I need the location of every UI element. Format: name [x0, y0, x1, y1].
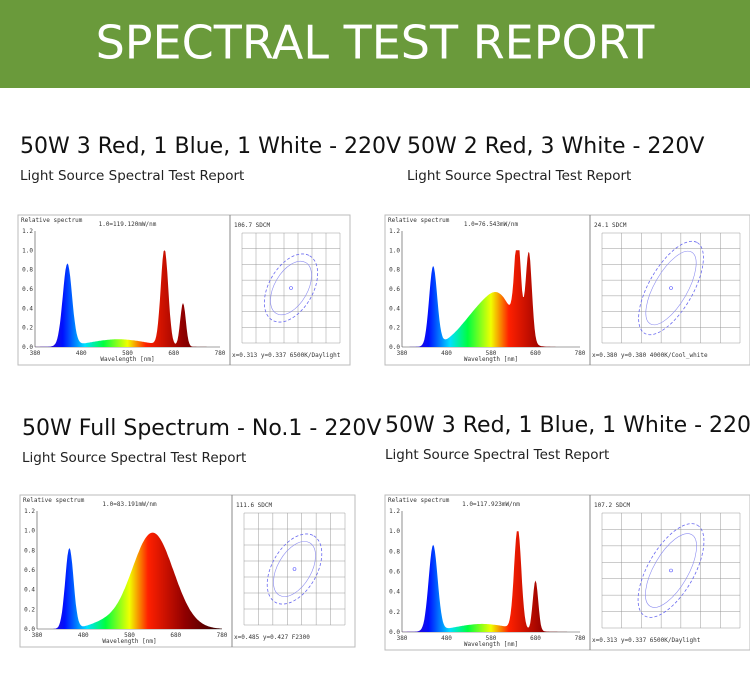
x-axis-title: Wavelength [nm]	[464, 641, 518, 648]
scale-label: 1.0=117.923mW/nm	[462, 501, 520, 508]
x-tick-label: 680	[530, 635, 541, 642]
axis-title: Relative spectrum	[388, 497, 450, 504]
sdcm-label: 111.6 SDCM	[236, 502, 273, 509]
x-tick-label: 480	[441, 635, 452, 642]
cie-point	[669, 568, 673, 573]
cie-ellipse	[645, 250, 697, 326]
y-tick-label: 0.2	[389, 609, 400, 616]
y-tick-label: 0.6	[24, 567, 35, 574]
spectrum-curve	[402, 531, 580, 632]
panel-title: 50W 3 Red, 1 Blue, 1 White - 220V	[20, 134, 401, 159]
spectrum-curve	[35, 250, 220, 347]
y-tick-label: 0.4	[24, 587, 35, 594]
y-tick-label: 0.2	[389, 325, 400, 332]
y-tick-label: 0.0	[22, 344, 33, 351]
scale-label: 1.0=76.543mW/nm	[464, 221, 519, 228]
x-tick-label: 380	[397, 350, 408, 357]
cie-point	[669, 286, 673, 290]
spectrum-curve	[37, 532, 222, 629]
y-tick-label: 0.0	[389, 629, 400, 636]
cie-ellipse	[637, 523, 705, 618]
y-tick-label: 0.4	[389, 589, 400, 596]
panel-title: 50W Full Spectrum - No.1 - 220V	[22, 416, 381, 441]
x-tick-label: 480	[78, 632, 89, 639]
y-tick-label: 0.8	[22, 267, 33, 274]
scale-label: 1.0=119.120mW/nm	[99, 221, 157, 228]
axis-title: Relative spectrum	[388, 217, 450, 224]
x-tick-label: 580	[122, 350, 133, 357]
x-tick-label: 780	[575, 350, 586, 357]
sdcm-label: 24.1 SDCM	[594, 222, 627, 229]
coords-label: x=0.313 y=0.337 6500K/Daylight	[232, 352, 341, 359]
cie-point	[292, 567, 297, 571]
sdcm-label: 107.2 SDCM	[594, 502, 631, 509]
y-tick-label: 0.8	[24, 547, 35, 554]
y-tick-label: 0.0	[24, 626, 35, 633]
x-tick-label: 380	[30, 350, 41, 357]
y-tick-label: 0.6	[389, 286, 400, 293]
cie-ellipse	[270, 260, 312, 316]
y-tick-label: 1.0	[22, 247, 33, 254]
x-axis-title: Wavelength [nm]	[102, 638, 156, 645]
x-tick-label: 480	[441, 350, 452, 357]
scale-label: 1.0=83.191mW/nm	[102, 501, 157, 508]
y-tick-label: 0.2	[22, 325, 33, 332]
y-tick-label: 1.2	[24, 508, 35, 515]
sdcm-label: 106.7 SDCM	[234, 222, 271, 229]
axis-title: Relative spectrum	[23, 497, 85, 504]
y-tick-label: 0.4	[389, 305, 400, 312]
x-tick-label: 580	[486, 350, 497, 357]
panel-subtitle: Light Source Spectral Test Report	[20, 168, 244, 184]
x-tick-label: 680	[170, 632, 181, 639]
cie-ellipse	[273, 541, 316, 597]
x-tick-label: 480	[76, 350, 87, 357]
y-tick-label: 0.4	[22, 305, 33, 312]
x-tick-label: 780	[217, 632, 228, 639]
panel-subtitle: Light Source Spectral Test Report	[385, 447, 609, 463]
header-title: SPECTRAL TEST REPORT	[96, 16, 656, 70]
coords-label: x=0.313 y=0.337 6500K/Daylight	[592, 637, 701, 644]
x-tick-label: 680	[168, 350, 179, 357]
x-tick-label: 680	[530, 350, 541, 357]
coords-label: x=0.485 y=0.427 F2300	[234, 634, 310, 641]
x-tick-label: 580	[124, 632, 135, 639]
y-tick-label: 0.6	[22, 286, 33, 293]
spectrum-curve	[402, 250, 580, 347]
panel-title: 50W 3 Red, 1 Blue, 1 White - 220V	[385, 413, 750, 438]
axis-title: Relative spectrum	[21, 217, 83, 224]
y-tick-label: 1.0	[389, 528, 400, 535]
cie-ellipse	[266, 533, 323, 605]
cie-point	[289, 286, 293, 290]
cie-ellipse	[263, 253, 319, 323]
panel-subtitle: Light Source Spectral Test Report	[407, 168, 631, 184]
x-tick-label: 380	[397, 635, 408, 642]
y-tick-label: 1.2	[389, 228, 400, 235]
y-tick-label: 0.0	[389, 344, 400, 351]
cie-ellipse	[645, 533, 697, 608]
x-axis-title: Wavelength [nm]	[464, 356, 518, 363]
x-tick-label: 580	[486, 635, 497, 642]
x-tick-label: 380	[32, 632, 43, 639]
x-axis-title: Wavelength [nm]	[100, 356, 154, 363]
y-tick-label: 0.8	[389, 548, 400, 555]
y-tick-label: 1.2	[22, 228, 33, 235]
y-tick-label: 0.2	[24, 606, 35, 613]
x-tick-label: 780	[215, 350, 226, 357]
x-tick-label: 780	[575, 635, 586, 642]
y-tick-label: 0.6	[389, 569, 400, 576]
panel-subtitle: Light Source Spectral Test Report	[22, 450, 246, 466]
header-band	[0, 0, 750, 88]
coords-label: x=0.380 y=0.380 4000K/Cool_white	[592, 352, 708, 359]
y-tick-label: 1.2	[389, 508, 400, 515]
panel-title: 50W 2 Red, 3 White - 220V	[407, 134, 704, 159]
y-tick-label: 1.0	[389, 247, 400, 254]
y-tick-label: 1.0	[24, 528, 35, 535]
y-tick-label: 0.8	[389, 267, 400, 274]
